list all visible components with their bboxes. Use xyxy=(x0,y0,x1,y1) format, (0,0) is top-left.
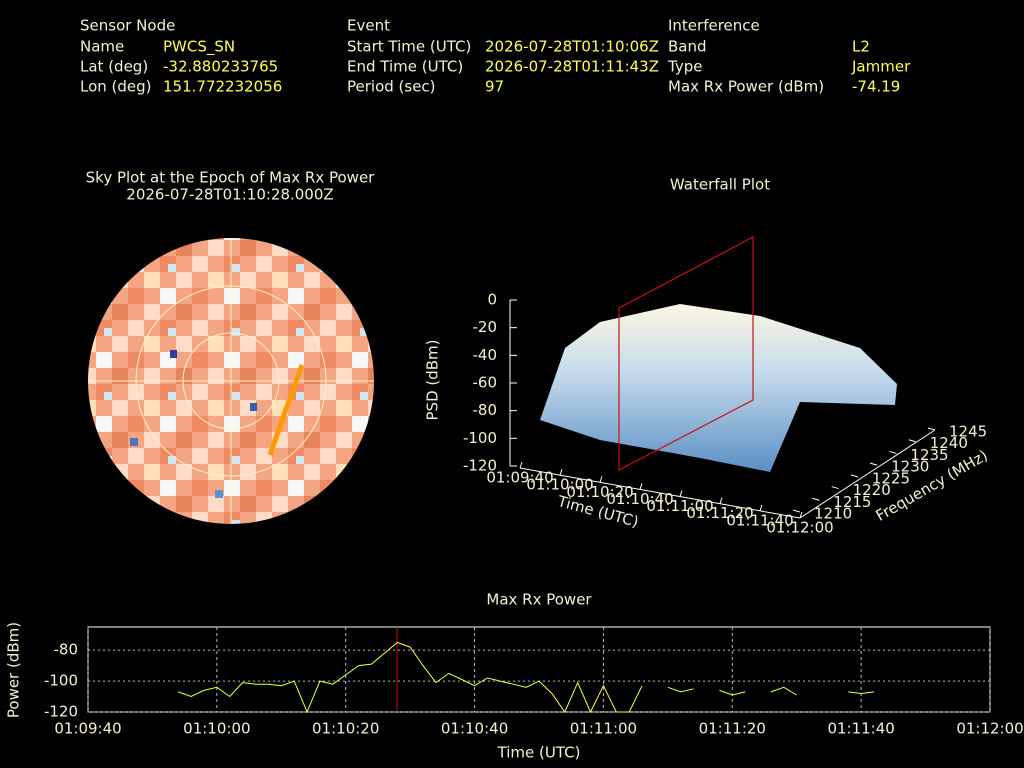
info-label: Start Time (UTC) xyxy=(347,38,471,56)
z-tick-label: 1240 xyxy=(930,434,968,452)
z-tick xyxy=(870,462,878,466)
x-axis-label: Time (UTC) xyxy=(497,744,581,762)
x-tick-label: 01:10:40 xyxy=(606,490,673,508)
y-tick-label: -120 xyxy=(463,457,497,475)
x-tick xyxy=(799,511,803,519)
power-line xyxy=(178,641,875,714)
x-tick-label: 01:11:20 xyxy=(699,720,766,738)
x-tick xyxy=(719,497,723,504)
x-tick-label: 01:12:00 xyxy=(766,519,833,537)
info-label: End Time (UTC) xyxy=(347,58,463,76)
z-tick xyxy=(927,427,936,431)
x-tick-label: 01:11:00 xyxy=(570,720,637,738)
info-label: Lat (deg) xyxy=(80,58,148,76)
x-tick-label: 01:10:00 xyxy=(183,720,250,738)
info-label: Band xyxy=(668,38,707,56)
z-tick-label: 1235 xyxy=(910,446,948,464)
chart-subtitle: 2026-07-28T01:10:28.000Z xyxy=(126,186,333,204)
info-value: -32.880233765 xyxy=(163,58,278,76)
z-tick-label: 1245 xyxy=(949,423,987,441)
x-tick-label: 01:10:40 xyxy=(441,720,508,738)
z-tick xyxy=(908,439,916,443)
axis-line xyxy=(799,429,936,519)
x-tick-label: 01:09:40 xyxy=(486,469,553,487)
y-tick-label: -100 xyxy=(463,429,497,447)
info-value: 97 xyxy=(485,78,504,96)
info-value: -74.19 xyxy=(852,78,900,96)
z-tick-label: 1230 xyxy=(891,458,929,476)
chart-title: Sky Plot at the Epoch of Max Rx Power xyxy=(86,169,376,187)
info-label: Type xyxy=(667,58,702,76)
z-tick xyxy=(831,486,839,490)
chart-title: Waterfall Plot xyxy=(670,176,770,194)
axis-line xyxy=(519,467,801,519)
y-tick-label: -40 xyxy=(473,346,498,364)
cell xyxy=(170,350,177,358)
jammer-track xyxy=(267,364,305,456)
info-panel: Sensor Node Name PWCS_SN Lat (deg) -32.8… xyxy=(80,17,911,96)
x-tick xyxy=(639,483,643,490)
sky-plot: Sky Plot at the Epoch of Max Rx Power 20… xyxy=(86,169,376,524)
x-tick xyxy=(679,490,683,497)
z-tick-label: 1215 xyxy=(833,493,871,511)
x-tick xyxy=(759,504,763,512)
x-tick xyxy=(519,461,523,469)
y-tick-label: -120 xyxy=(44,703,78,721)
cell xyxy=(250,403,257,411)
info-label: Lon (deg) xyxy=(80,78,152,96)
chart-title: Max Rx Power xyxy=(486,591,592,609)
x-tick-label: 01:11:40 xyxy=(827,720,894,738)
info-value: Jammer xyxy=(851,58,911,76)
y-axis-label: PSD (dBm) xyxy=(424,339,442,420)
z-tick-label: 1210 xyxy=(814,505,852,523)
plot-frame xyxy=(87,626,991,713)
y-tick-label: -80 xyxy=(473,401,498,419)
info-label: Period (sec) xyxy=(347,78,436,96)
x-tick xyxy=(599,476,603,483)
cell xyxy=(215,490,223,498)
section-title: Sensor Node xyxy=(80,17,175,35)
psd-surface xyxy=(540,304,897,472)
y-tick-label: 0 xyxy=(487,291,497,309)
x-tick-label: 01:09:40 xyxy=(54,720,121,738)
x-tick xyxy=(559,468,563,476)
z-tick xyxy=(792,509,801,513)
x-tick-label: 01:10:00 xyxy=(526,476,593,494)
section-title: Event xyxy=(347,17,390,35)
info-value: L2 xyxy=(852,38,870,56)
info-value: 151.772232056 xyxy=(163,78,282,96)
info-label: Name xyxy=(80,38,124,56)
x-tick-label: 01:10:20 xyxy=(312,720,379,738)
section-title: Interference xyxy=(668,17,760,35)
x-tick-label: 01:12:00 xyxy=(956,720,1023,738)
y-tick-label: -100 xyxy=(44,672,78,690)
y-tick-label: -80 xyxy=(54,641,79,659)
x-tick-label: 01:10:20 xyxy=(566,483,633,501)
x-tick-label: 01:11:00 xyxy=(646,497,713,515)
z-tick xyxy=(812,497,820,501)
y-axis-label: Power (dBm) xyxy=(5,622,23,718)
info-value: 2026-07-28T01:11:43Z xyxy=(485,58,659,76)
y-tick-label: -60 xyxy=(473,374,498,392)
x-tick-label: 01:11:40 xyxy=(726,511,793,529)
z-tick xyxy=(850,474,858,478)
info-value: PWCS_SN xyxy=(163,38,235,57)
z-tick-label: 1225 xyxy=(872,469,910,487)
y-tick-label: -20 xyxy=(473,318,498,336)
z-tick xyxy=(889,450,897,454)
info-label: Max Rx Power (dBm) xyxy=(668,78,824,96)
x-tick-label: 01:11:20 xyxy=(686,504,753,522)
info-value: 2026-07-28T01:10:06Z xyxy=(485,38,659,56)
z-tick-label: 1220 xyxy=(853,481,891,499)
epoch-plane xyxy=(618,236,754,471)
cell xyxy=(130,438,138,446)
